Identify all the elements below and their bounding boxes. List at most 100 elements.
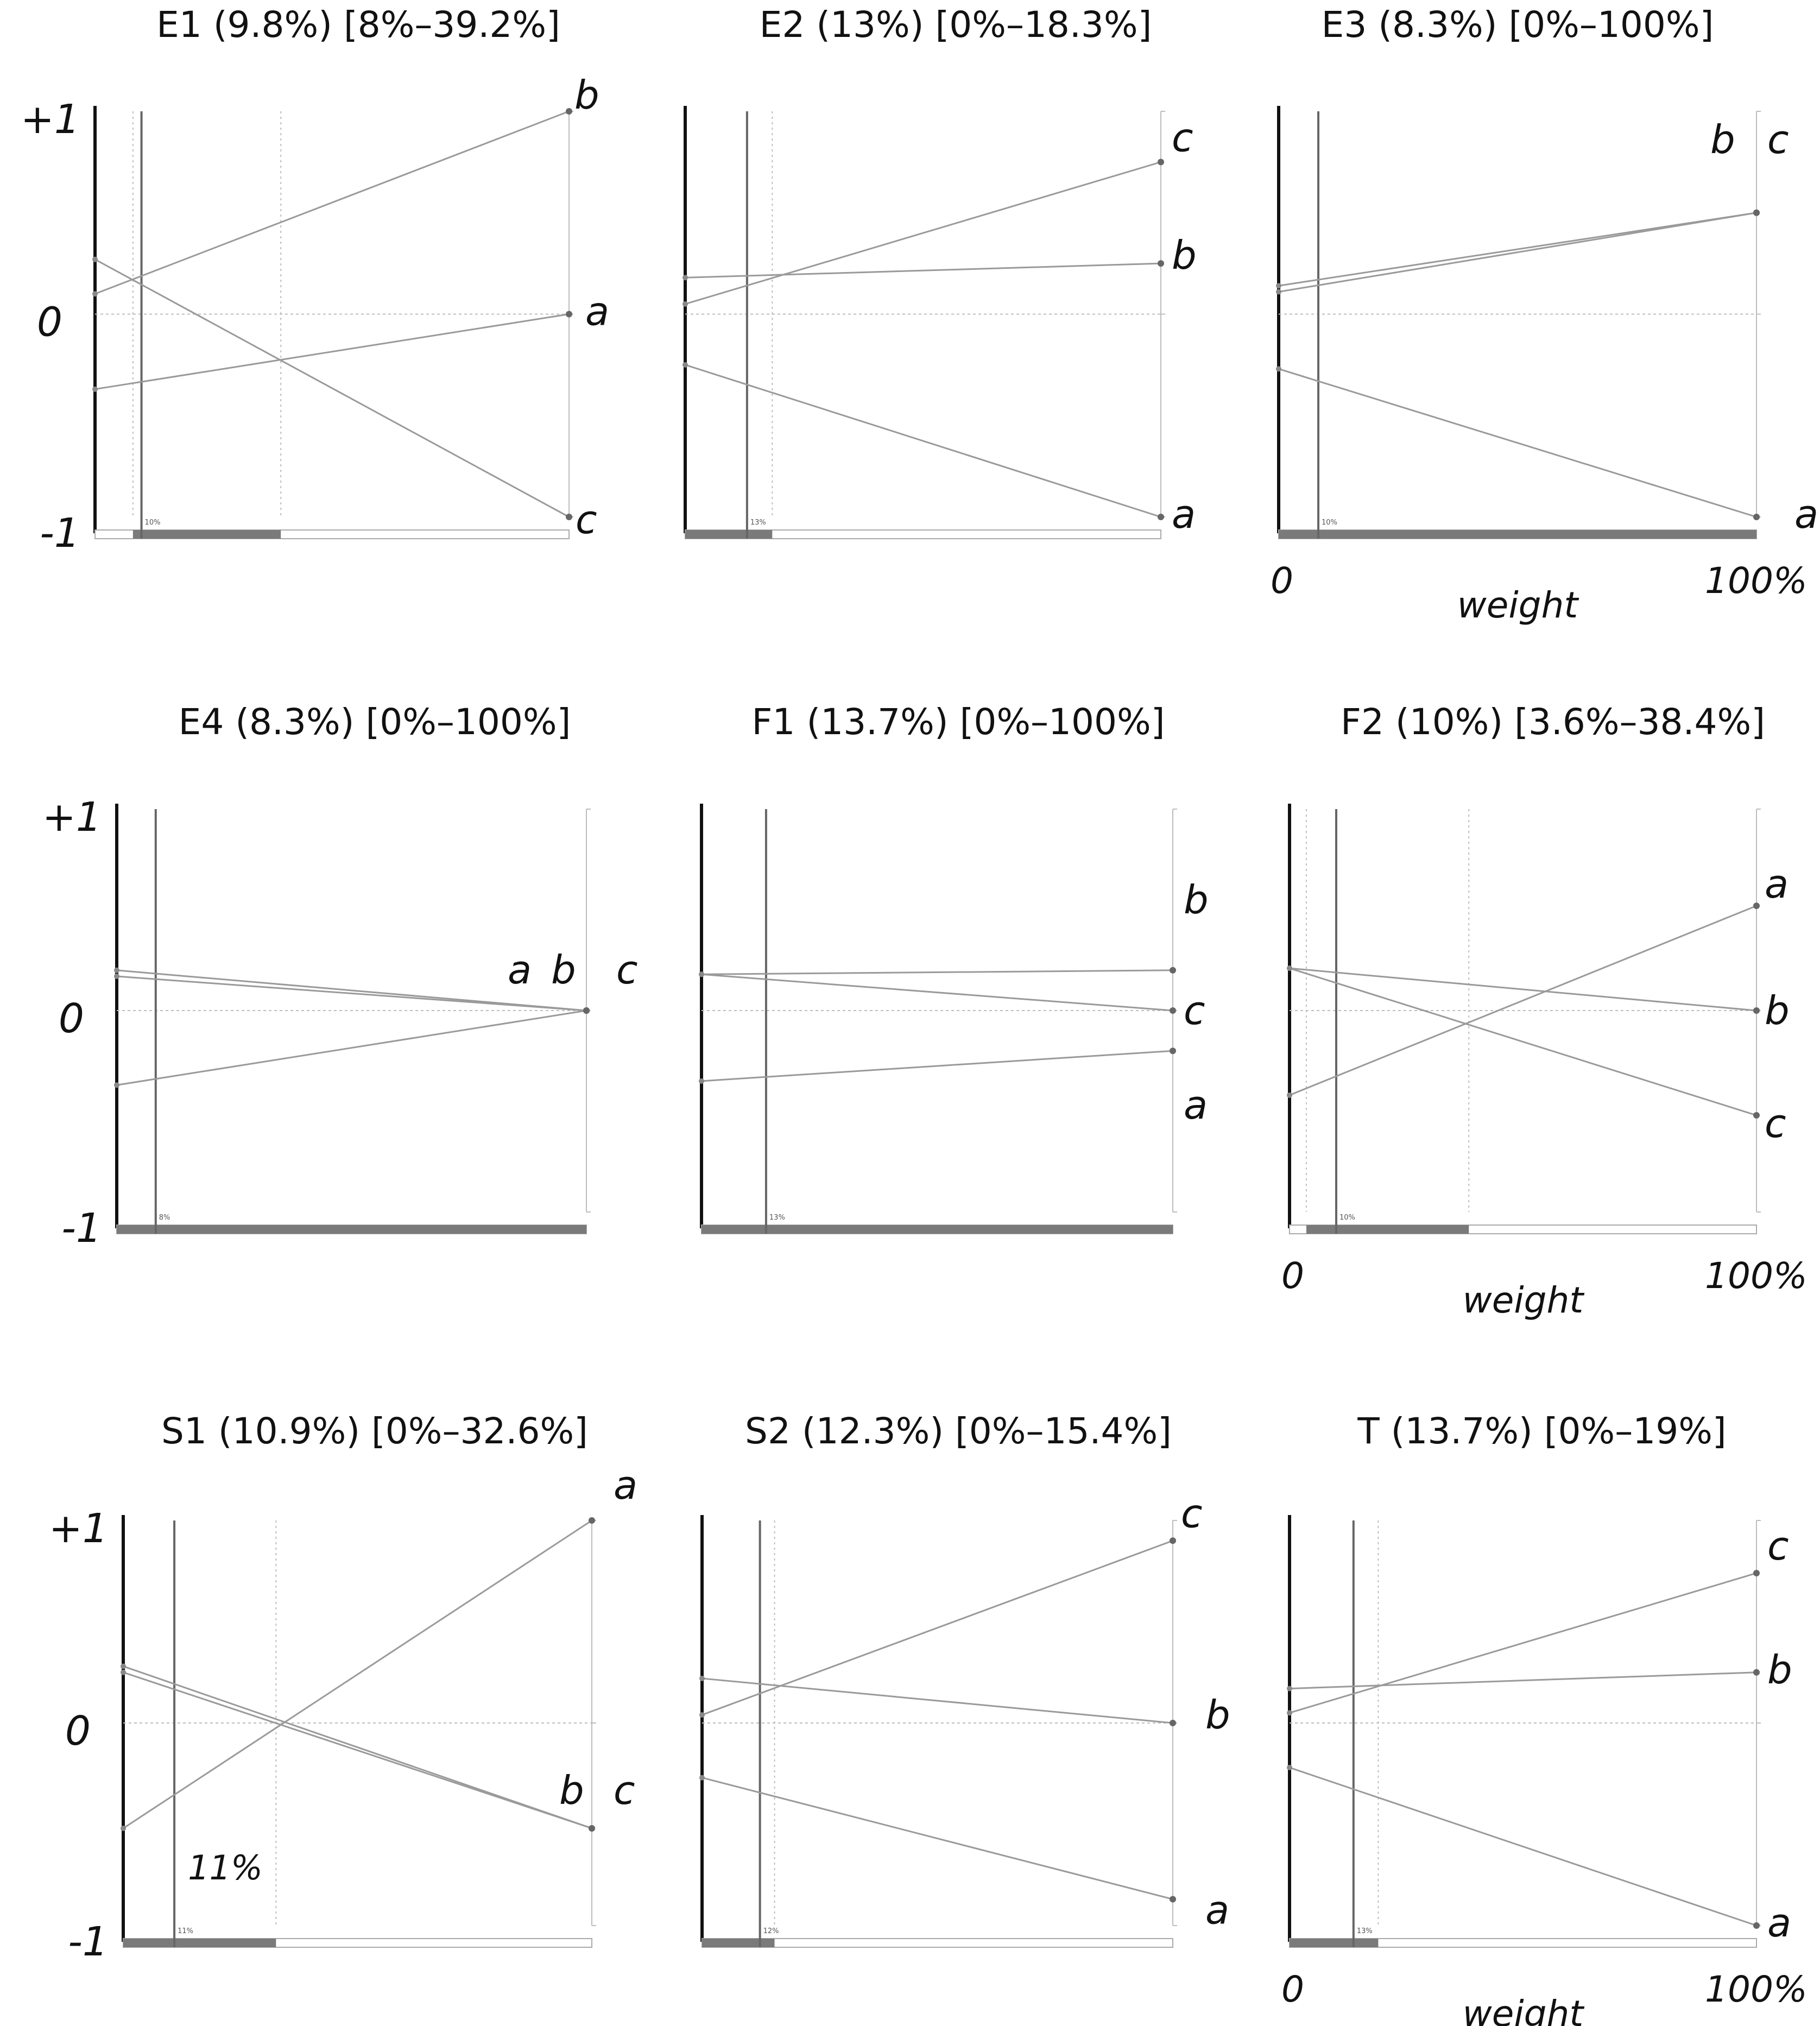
panel-title: F2 (10%) [3.6%–38.4%] bbox=[1341, 701, 1765, 743]
y-tick-zero: 0 bbox=[65, 1708, 91, 1754]
series-end-point-c bbox=[1170, 1007, 1176, 1014]
current-weight-label: 10% bbox=[1339, 1214, 1355, 1222]
series-label-c: c bbox=[1765, 1101, 1786, 1146]
y-tick-minus1: -1 bbox=[68, 1918, 108, 1965]
sensitivity-panel: S2 (12.3%) [0%–15.4%] 12% a b c bbox=[699, 1410, 1230, 1948]
series-end-point-a bbox=[566, 311, 572, 318]
series-label-a: a bbox=[508, 947, 532, 993]
weight-range-fill bbox=[132, 530, 281, 539]
series-line-c bbox=[702, 1539, 1173, 1716]
series-start-point-b bbox=[121, 1663, 126, 1669]
series-end-point-b bbox=[1753, 1669, 1760, 1676]
y-tick-zero: 0 bbox=[59, 995, 84, 1042]
series-end-point-a bbox=[1170, 1896, 1176, 1903]
series-end-point-c bbox=[589, 1825, 595, 1832]
series-label-b: b bbox=[574, 72, 599, 118]
series-label-b: b bbox=[559, 1768, 584, 1813]
series-label-a: a bbox=[1794, 491, 1818, 537]
series-line-c bbox=[685, 161, 1161, 305]
series-label-a: a bbox=[585, 289, 609, 334]
sensitivity-panel: S1 (10.9%) [0%–32.6%] 11% a b c 11% +1 0 -1 bbox=[49, 1410, 637, 1965]
series-start-point-c bbox=[121, 1669, 126, 1675]
series-label-b: b bbox=[1184, 877, 1209, 923]
series-start-point-c bbox=[682, 301, 688, 307]
series-line-a bbox=[702, 1777, 1173, 1900]
series-end-point-b bbox=[1170, 1720, 1176, 1726]
series-line-b bbox=[685, 262, 1161, 279]
weight-range-fill bbox=[1279, 530, 1756, 539]
series-line-b bbox=[123, 1665, 592, 1829]
current-weight-label: 12% bbox=[763, 1927, 779, 1935]
series-line-c bbox=[701, 973, 1173, 1012]
y-tick-plus1: +1 bbox=[21, 96, 80, 143]
series-start-point-a bbox=[114, 1082, 119, 1088]
sensitivity-panel: E1 (9.8%) [8%–39.2%] 10% a b c +1 0 -1 bbox=[21, 4, 609, 557]
panel-title: S2 (12.3%) [0%–15.4%] bbox=[745, 1410, 1172, 1452]
series-start-point-a bbox=[699, 1775, 705, 1781]
x-axis-start: 0 bbox=[1281, 1255, 1304, 1297]
series-label-a: a bbox=[614, 1462, 637, 1508]
series-start-point-c bbox=[92, 256, 98, 262]
series-line-c bbox=[1289, 1572, 1757, 1714]
series-start-point-b bbox=[92, 291, 98, 297]
panel-title: E2 (13%) [0%–18.3%] bbox=[760, 4, 1152, 46]
series-line-a bbox=[1289, 1766, 1757, 1927]
series-start-point-c bbox=[1276, 289, 1281, 295]
series-end-point-c bbox=[566, 514, 572, 520]
series-label-c: c bbox=[616, 947, 638, 993]
series-start-point-c bbox=[699, 971, 704, 977]
panel-title: S1 (10.9%) [0%–32.6%] bbox=[161, 1410, 588, 1452]
panel-title: E1 (9.8%) [8%–39.2%] bbox=[156, 4, 560, 46]
series-label-a: a bbox=[1184, 1082, 1208, 1128]
series-end-point-a bbox=[1753, 1922, 1760, 1929]
series-line-c bbox=[1289, 967, 1757, 1116]
weight-range-fill bbox=[117, 1225, 586, 1234]
x-axis-title: weight bbox=[1457, 584, 1579, 626]
series-start-point-b bbox=[114, 967, 119, 973]
series-start-point-b bbox=[1276, 283, 1281, 289]
current-weight-label: 11% bbox=[178, 1927, 193, 1935]
series-start-point-b bbox=[1287, 1686, 1292, 1692]
series-label-c: c bbox=[614, 1768, 635, 1813]
series-start-point-a bbox=[682, 362, 688, 368]
x-axis-end: 100% bbox=[1705, 1255, 1808, 1297]
sensitivity-panel: F2 (10%) [3.6%–38.4%] 10% a b c 0 100% weight bbox=[1281, 701, 1808, 1321]
series-start-point-a bbox=[92, 386, 98, 392]
series-end-point-c bbox=[583, 1007, 590, 1014]
weight-annotation: 11% bbox=[188, 1848, 263, 1888]
series-label-a: a bbox=[1765, 861, 1789, 907]
series-start-point-b bbox=[682, 275, 688, 281]
series-end-point-c bbox=[1170, 1537, 1176, 1544]
series-end-point-a bbox=[1753, 514, 1760, 520]
series-line-b bbox=[1278, 212, 1757, 287]
series-start-point-a bbox=[1287, 1092, 1292, 1098]
weight-range-fill bbox=[685, 530, 773, 539]
y-tick-plus1: +1 bbox=[49, 1505, 108, 1552]
series-line-b bbox=[702, 1677, 1173, 1724]
sensitivity-panel: E3 (8.3%) [0%–100%] 10% a b c 0 100% weight bbox=[1271, 4, 1818, 626]
series-line-a bbox=[685, 364, 1161, 518]
series-start-point-c bbox=[1287, 1710, 1292, 1716]
series-label-b: b bbox=[1767, 1647, 1792, 1693]
series-label-c: c bbox=[1767, 117, 1789, 162]
x-axis-start: 0 bbox=[1271, 560, 1293, 602]
panel-title: T (13.7%) [0%–19%] bbox=[1357, 1410, 1726, 1452]
x-axis-end: 100% bbox=[1705, 560, 1808, 602]
series-end-point-c bbox=[1753, 1569, 1760, 1576]
series-line-a bbox=[116, 1009, 587, 1086]
series-line-b bbox=[1289, 1671, 1757, 1690]
weight-range-fill bbox=[702, 1939, 775, 1947]
series-label-c: c bbox=[1184, 988, 1205, 1033]
y-tick-minus1: -1 bbox=[40, 510, 80, 557]
series-start-point-c bbox=[1287, 965, 1292, 971]
x-axis-title: weight bbox=[1463, 1279, 1585, 1321]
series-line-c bbox=[94, 258, 570, 518]
panel-title: F1 (13.7%) [0%–100%] bbox=[752, 701, 1165, 743]
sensitivity-panel: F1 (13.7%) [0%–100%] 13% a b c bbox=[699, 701, 1209, 1234]
current-weight-label: 10% bbox=[145, 519, 161, 527]
series-label-a: a bbox=[1767, 1900, 1791, 1946]
y-tick-zero: 0 bbox=[37, 299, 62, 346]
series-label-c: c bbox=[576, 497, 597, 542]
series-label-a: a bbox=[1205, 1888, 1229, 1933]
series-end-point-b bbox=[1158, 260, 1164, 267]
